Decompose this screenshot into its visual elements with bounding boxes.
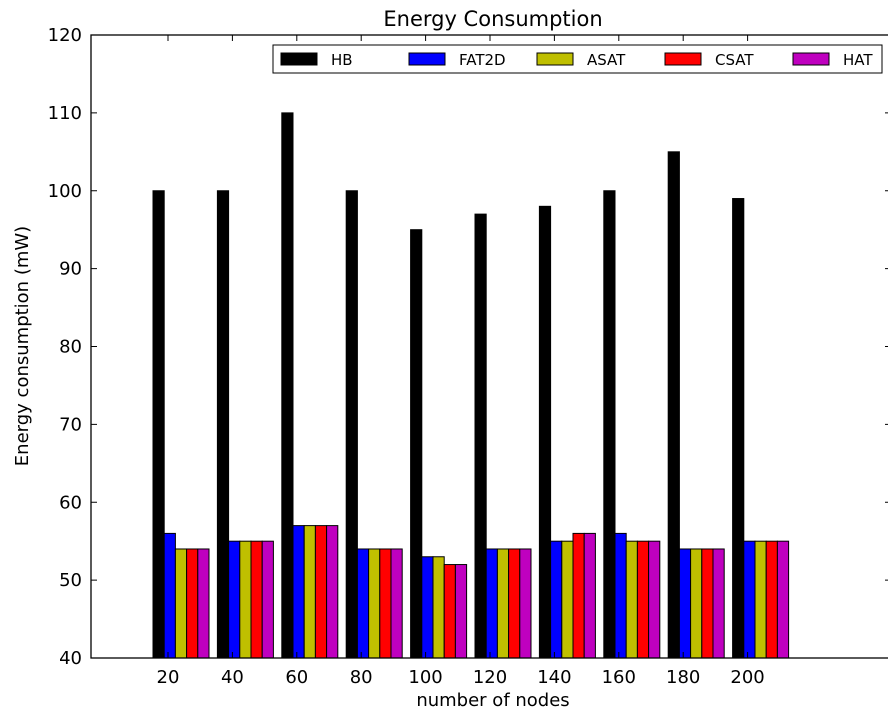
bar-asat-80 [368, 548, 381, 659]
bar-hb-20 [152, 190, 165, 659]
x-tick-label: 40 [221, 667, 244, 688]
bar-hb-100 [410, 229, 423, 659]
bar-csat-100 [443, 564, 456, 659]
x-tick-label: 60 [285, 667, 308, 688]
bar-hat-140 [583, 532, 596, 659]
bar-fat2d-80 [356, 548, 370, 659]
bars-layer [152, 112, 790, 659]
y-tick-label: 110 [48, 103, 82, 124]
legend-swatch-hb [280, 52, 318, 66]
bar-asat-180 [690, 548, 703, 659]
bar-asat-100 [432, 556, 445, 659]
y-tick-label: 50 [59, 570, 82, 591]
bar-hat-60 [326, 525, 339, 659]
x-tick-label: 140 [537, 667, 571, 688]
x-tick-label: 80 [350, 667, 373, 688]
y-tick-label: 40 [59, 648, 82, 669]
bar-hat-160 [648, 540, 661, 659]
y-tick-label: 90 [59, 259, 82, 280]
legend-swatch-fat2d [408, 52, 446, 66]
y-tick-label: 70 [59, 414, 82, 435]
bar-hat-200 [776, 540, 790, 659]
bar-hb-140 [538, 205, 552, 659]
bar-fat2d-160 [614, 532, 627, 659]
y-axis-title: Energy consumption (mW) [12, 226, 33, 466]
bar-asat-160 [625, 540, 638, 659]
bar-hb-160 [603, 190, 616, 659]
legend-label-fat2d: FAT2D [459, 51, 506, 69]
bar-hat-80 [390, 548, 403, 659]
legend-label-csat: CSAT [715, 51, 754, 69]
bar-fat2d-120 [485, 548, 498, 659]
bar-hb-180 [667, 151, 680, 659]
bar-hb-80 [345, 190, 358, 659]
bar-csat-160 [636, 540, 650, 659]
bar-hat-20 [197, 548, 210, 659]
bar-hat-180 [712, 548, 725, 659]
bar-hat-100 [454, 564, 468, 659]
bar-csat-180 [701, 548, 714, 659]
bar-asat-120 [496, 548, 510, 659]
bar-fat2d-20 [163, 532, 176, 659]
bar-csat-140 [572, 532, 585, 659]
ticks-layer: 40 50 60 70 80 90 100 110 120 20 40 60 80 100 120 140 16… [48, 25, 888, 688]
bar-csat-60 [314, 525, 328, 659]
legend-swatch-hat [792, 52, 830, 66]
x-tick-label: 180 [666, 667, 700, 688]
legend: HB FAT2D ASAT CSAT HAT [272, 44, 883, 74]
bar-fat2d-180 [678, 548, 692, 659]
bar-csat-120 [508, 548, 521, 659]
bar-fat2d-60 [292, 525, 305, 659]
y-tick-label: 60 [59, 492, 82, 513]
bar-csat-20 [186, 548, 199, 659]
bar-hat-120 [519, 548, 532, 659]
x-tick-label: 100 [408, 667, 442, 688]
bar-hb-60 [281, 112, 294, 659]
bar-asat-40 [239, 540, 252, 659]
y-tick-label: 80 [59, 337, 82, 358]
bar-fat2d-200 [743, 540, 756, 659]
bar-hb-40 [216, 190, 230, 659]
bar-hb-120 [474, 213, 487, 659]
bar-csat-80 [379, 548, 392, 659]
bar-asat-140 [561, 540, 574, 659]
y-tick-label: 120 [48, 25, 82, 46]
bar-asat-60 [303, 525, 316, 659]
legend-label-asat: ASAT [587, 51, 626, 69]
legend-box [272, 44, 883, 74]
x-tick-label: 120 [473, 667, 507, 688]
bar-asat-20 [174, 548, 188, 659]
bar-fat2d-40 [228, 540, 241, 659]
bar-fat2d-100 [421, 556, 434, 659]
bar-csat-200 [765, 540, 778, 659]
chart-title: Energy Consumption [383, 7, 602, 31]
y-tick-label: 100 [48, 181, 82, 202]
bar-hb-200 [732, 198, 745, 659]
legend-swatch-asat [536, 52, 574, 66]
bar-asat-200 [754, 540, 767, 659]
bar-hat-40 [261, 540, 274, 659]
x-tick-label: 160 [602, 667, 636, 688]
x-tick-label: 200 [730, 667, 764, 688]
legend-swatch-csat [664, 52, 702, 66]
x-axis-title: number of nodes [416, 690, 569, 711]
bar-csat-40 [250, 540, 263, 659]
legend-label-hat: HAT [843, 51, 873, 69]
legend-label-hb: HB [331, 51, 353, 69]
bar-fat2d-140 [550, 540, 563, 659]
x-tick-label: 20 [157, 667, 180, 688]
plot-frame [90, 34, 888, 659]
